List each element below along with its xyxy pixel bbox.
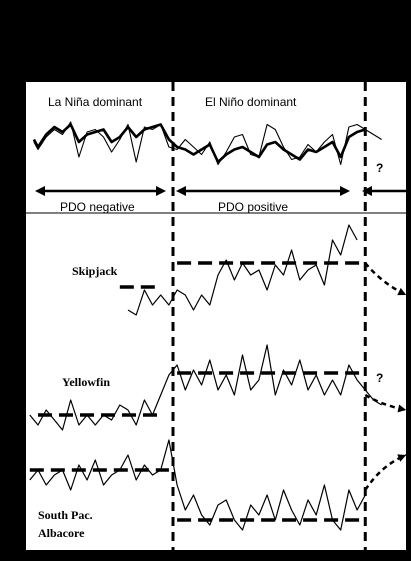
projection-arrow-line [364,453,407,491]
x-tick-mark [70,80,72,82]
pdo-positive-arrow-head-right [340,186,350,196]
x-tick-label: Jan-84 [227,41,241,78]
question-mark: ? [376,161,383,175]
x-tick-label: Jan-76 [162,41,176,78]
climate-series-line [32,123,366,164]
x-tick-mark [397,80,399,82]
x-tick-mark [201,80,203,82]
species-label-yellowfin: Yellowfin [62,375,110,389]
projection-arrow-head [397,454,407,462]
species-label-albacore-line1: South Pac. [38,508,93,522]
x-tick-label: Jan-60 [31,41,45,78]
x-tick-mark [332,80,334,82]
x-tick-mark [135,80,137,82]
pdo-negative-label: PDO negative [60,200,135,214]
projection-arrow-head [397,287,407,296]
x-tick-label: Jan-80 [195,41,209,78]
x-tick-label: Jan-88 [260,41,274,78]
x-tick-mark [37,80,39,82]
x-tick-label: Jan-92 [293,41,307,78]
regime-label-la-nina: La Niña dominant [48,95,143,109]
regime-label-el-nino: El Niño dominant [205,95,297,109]
x-tick-label: Jan-96 [326,41,340,78]
pdo-positive-arrow-head-left [176,186,186,196]
pdo-next-arrow-head [362,186,372,196]
climate-annotations: La Niña dominant El Niño dominant PDO nega… [35,95,406,214]
x-tick-mark [233,80,235,82]
x-tick-label: Jan-00 [358,41,372,78]
x-tick-label: Jan-68 [96,41,110,78]
climate-series-group [32,121,382,166]
pdo-negative-arrow-head-right [156,186,166,196]
x-tick-label: Jan-64 [64,41,78,78]
x-tick-mark [364,80,366,82]
species-label-skipjack: Skipjack [72,264,118,278]
species-series-line [29,439,366,531]
projection-arrow-head [397,404,407,413]
pdo-positive-label: PDO positive [218,200,288,214]
regime-shift-lines [171,82,367,550]
x-tick-mark [102,80,104,82]
x-tick-label: Jan-04 [391,41,405,78]
x-axis-ticks: Jan-60 Jan-64 Jan-68 Jan-72 Jan-76 Jan-80 Jan-… [31,41,405,82]
species-series-group: Skipjack Yellowfin South Pac. Albacore? [29,224,407,540]
question-mark: ? [376,371,383,385]
x-tick-mark [266,80,268,82]
x-tick-mark [168,80,170,82]
x-tick-mark [299,80,301,82]
x-tick-label: Jan-72 [129,41,143,78]
species-label-albacore-line2: Albacore [38,526,85,540]
pdo-negative-arrow-head-left [35,186,45,196]
